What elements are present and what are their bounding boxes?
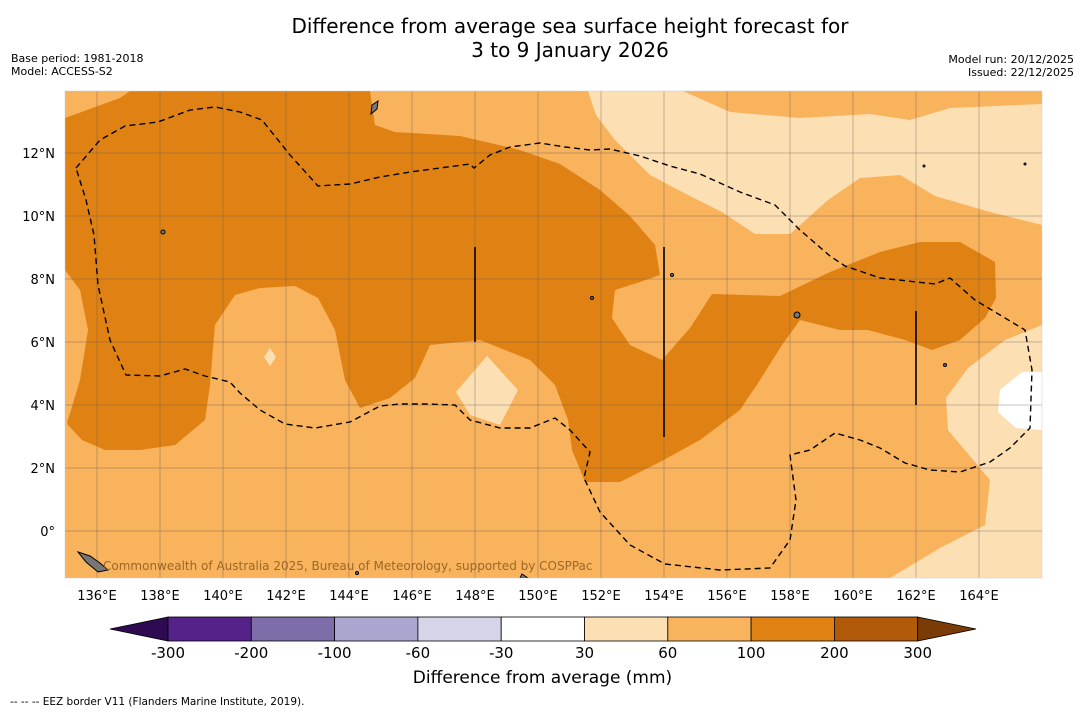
title-line-1: Difference from average sea surface heig…	[291, 14, 849, 38]
lat-label: 4°N	[31, 399, 56, 414]
map-credit: Commonwealth of Australia 2025, Bureau o…	[103, 559, 593, 573]
lon-label: 142°E	[266, 589, 306, 604]
colorbar-tick-label: 30	[575, 644, 594, 662]
lat-label: 6°N	[31, 336, 56, 351]
lon-label: 140°E	[203, 589, 243, 604]
lat-label: 12°N	[22, 147, 55, 162]
footnote: -- -- -- EEZ border V11 (Flanders Marine…	[10, 696, 305, 708]
title-line-2: 3 to 9 January 2026	[471, 38, 669, 62]
eez-border	[75, 106, 1033, 571]
lon-label: 152°E	[581, 589, 621, 604]
colorbar-bin	[334, 616, 419, 642]
issued-date: Issued: 22/12/2025	[967, 66, 1074, 79]
lon-label: 154°E	[644, 589, 684, 604]
lon-label: 148°E	[455, 589, 495, 604]
colorbar-bin	[417, 616, 502, 642]
latitude-labels: 12°N 10°N 8°N 6°N 4°N 2°N 0°	[22, 147, 55, 540]
base-period: Base period: 1981-2018	[11, 52, 144, 65]
lon-label: 144°E	[329, 589, 369, 604]
map-title: Difference from average sea surface heig…	[0, 14, 1085, 62]
meta-left: Base period: 1981-2018 Model: ACCESS-S2	[11, 52, 143, 78]
region-30-60-northeast	[588, 91, 1042, 234]
colorbar-ticks: -300 -200 -100 -60 -30 30 60 100 200 300	[151, 644, 932, 662]
lon-label: 160°E	[833, 589, 873, 604]
lon-label: 156°E	[707, 589, 747, 604]
lat-label: 2°N	[31, 462, 56, 477]
colorbar-high-extend	[917, 616, 977, 642]
colorbar-bin	[834, 616, 919, 642]
colorbar-tick-label: -300	[151, 644, 185, 662]
colorbar-bin	[250, 616, 336, 642]
colorbar-bin	[750, 616, 835, 642]
lon-label: 158°E	[770, 589, 810, 604]
lon-label: 150°E	[518, 589, 558, 604]
lon-label: 136°E	[77, 589, 117, 604]
colorbar-tick-label: -60	[406, 644, 431, 662]
model-name: Model: ACCESS-S2	[11, 65, 113, 78]
region-30-60-speck	[264, 348, 276, 366]
lat-label: 8°N	[31, 273, 56, 288]
colorbar-bin	[500, 616, 585, 642]
colorbar-bin	[667, 616, 752, 642]
lat-label: 0°	[40, 525, 55, 540]
colorbar-bin	[584, 616, 669, 642]
meta-right: Model run: 20/12/2025 Issued: 22/12/2025	[948, 53, 1074, 79]
region-60-100-westedge	[65, 270, 88, 425]
colorbar-bin	[167, 616, 252, 642]
lat-label: 10°N	[22, 210, 55, 225]
colorbar-tick-label: -200	[234, 644, 268, 662]
islands	[76, 99, 1027, 578]
region-100-200	[65, 91, 996, 482]
lon-label: 164°E	[959, 589, 999, 604]
longitude-labels: 136°E 138°E 140°E 142°E 144°E 146°E 148°…	[77, 589, 999, 604]
colorbar-tick-label: -30	[489, 644, 514, 662]
model-run: Model run: 20/12/2025	[948, 53, 1074, 66]
colorbar-tick-label: -100	[318, 644, 352, 662]
lon-label: 162°E	[896, 589, 936, 604]
colorbar-title: Difference from average (mm)	[412, 668, 673, 688]
colorbar-tick-label: 60	[658, 644, 677, 662]
colorbar-low-extend	[109, 616, 169, 642]
map-frame	[64, 90, 1043, 579]
colorbar: -300 -200 -100 -60 -30 30 60 100 200 300	[109, 616, 977, 662]
region-30-60-patch	[456, 356, 518, 425]
lon-label: 138°E	[140, 589, 180, 604]
map-panel: Commonwealth of Australia 2025, Bureau o…	[65, 91, 1042, 578]
colorbar-tick-label: 200	[820, 644, 849, 662]
colorbar-tick-label: 300	[903, 644, 932, 662]
colorbar-tick-label: 100	[737, 644, 766, 662]
lon-label: 146°E	[392, 589, 432, 604]
